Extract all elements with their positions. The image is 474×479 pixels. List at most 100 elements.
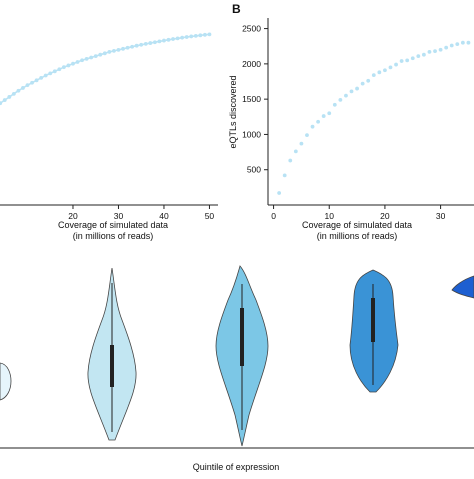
panel-b-point: [438, 47, 443, 52]
panel-b-point: [416, 54, 421, 59]
panel-b-point: [455, 42, 460, 47]
panel-b-point: [449, 43, 454, 48]
panel-a-point: [207, 32, 212, 37]
panel-a-points: [0, 32, 212, 106]
panel-a-point: [30, 80, 34, 85]
panel-b-x-label-sub: (in millions of reads): [317, 231, 398, 241]
panel-b-point: [332, 102, 337, 107]
panel-a-point: [121, 46, 125, 51]
panel-a-point: [193, 33, 198, 38]
panel-b-point: [360, 81, 365, 86]
panel-a-point: [139, 42, 144, 47]
panel-a-point: [21, 86, 25, 90]
panel-b-point: [349, 89, 354, 94]
panel-b-point: [377, 70, 382, 75]
violin-quintile-1: [0, 362, 12, 401]
panel-b-y-tick-label: 1500: [242, 94, 261, 104]
panel-a-x-label-sub: (in millions of reads): [73, 231, 154, 241]
panel-a-point: [162, 38, 166, 43]
panel-b-x-tick-label: 0: [271, 211, 276, 221]
panel-b-x-tick-label: 30: [436, 211, 446, 221]
panel-b-x-ticks: 0 10 20 30: [271, 205, 446, 221]
panel-b-x-label: Coverage of simulated data: [302, 220, 412, 230]
panel-a-point: [66, 63, 71, 68]
panel-a-point: [89, 55, 94, 60]
panel-b-y-tick-label: 1000: [242, 129, 261, 139]
panel-b-point: [433, 49, 437, 54]
panel-a-point: [34, 78, 39, 83]
panel-b-y-ticks: 500 1000 1500 2000 2500: [242, 24, 268, 175]
panel-a-x-tick-label: 40: [159, 211, 169, 221]
panel-a-x-tick-label: 50: [205, 211, 215, 221]
panel-b-point: [299, 141, 304, 146]
panel-b-point: [383, 68, 387, 73]
panel-b-point: [366, 78, 371, 83]
panel-a-point: [61, 65, 66, 70]
panel-a-point: [157, 39, 162, 44]
panel-a-point: [80, 58, 84, 63]
panel-a-point: [57, 67, 62, 72]
panel-b-point: [405, 58, 410, 63]
panel-a-point: [84, 56, 89, 61]
panel-a-point: [71, 61, 75, 66]
violin-quintile-2-iqr: [110, 345, 114, 387]
panel-b-point: [293, 149, 298, 154]
panel-a-x-tick-label: 30: [114, 211, 124, 221]
panel-c-x-label: Quintile of expression: [193, 462, 280, 472]
violin-quintile-4: [349, 269, 399, 393]
panel-a-point: [116, 47, 121, 52]
panel-b-point: [277, 191, 282, 195]
panel-a-point: [2, 98, 7, 102]
panel-b-point: [371, 73, 376, 78]
panel-a-point: [7, 95, 12, 99]
panel-a-point: [166, 37, 171, 42]
panel-a-point: [184, 35, 189, 39]
panel-b-point: [427, 49, 432, 54]
panel-a-point: [143, 42, 148, 46]
panel-a-point: [148, 41, 153, 45]
panel-a-point: [175, 36, 180, 41]
panel-a-point: [152, 40, 157, 45]
panel-a-point: [98, 52, 103, 57]
panel-b-y-tick-label: 2000: [242, 59, 261, 69]
panel-a-point: [107, 50, 112, 54]
panel-a-x-ticks: 20 30 40 50: [68, 205, 214, 221]
violin-quintile-2: [87, 267, 137, 441]
panel-a-point: [189, 34, 194, 39]
panel-b-points: [277, 40, 471, 195]
panel-a-point: [93, 54, 98, 58]
panel-a-x-label: Coverage of simulated data: [58, 220, 168, 230]
panel-a-point: [39, 76, 44, 80]
panel-b-point: [310, 124, 315, 129]
panel-b-point: [394, 62, 398, 67]
panel-b-point: [355, 86, 359, 91]
violin-quintile-4-iqr: [371, 298, 375, 342]
violin-quintile-3: [215, 265, 269, 447]
panel-a-point: [180, 35, 185, 40]
panel-b-point: [282, 173, 287, 178]
panel-b-point: [344, 93, 348, 98]
panel-a-point: [134, 43, 139, 48]
panel-b-point: [466, 40, 471, 45]
panel-b-point: [410, 56, 415, 61]
panel-b-y-tick-label: 2500: [242, 24, 261, 34]
panel-a-point: [198, 33, 203, 38]
panel-a-point: [125, 45, 130, 50]
panel-b-label: B: [232, 2, 241, 16]
panel-b-point: [305, 133, 309, 138]
panel-b-point: [316, 119, 321, 124]
panel-a-point: [52, 69, 57, 74]
panel-b-y-label: eQTLs discovered: [228, 75, 238, 148]
panel-a-point: [75, 60, 80, 64]
panel-b-point: [321, 114, 326, 118]
panel-a-point: [11, 91, 16, 96]
panel-b-point: [288, 158, 293, 163]
panel-a-point: [130, 44, 135, 49]
panel-b-x-tick-label: 10: [325, 211, 335, 221]
panel-a-point: [16, 88, 21, 93]
violin-quintile-3-iqr: [240, 308, 244, 366]
panel-a-point: [43, 73, 48, 78]
panel-a-point: [48, 71, 53, 76]
